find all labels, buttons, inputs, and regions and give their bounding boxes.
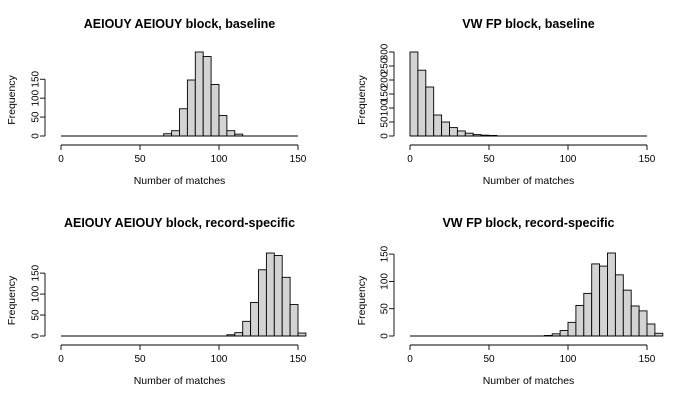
panel-3-x-tick-label: 100 bbox=[211, 354, 228, 365]
panel-2-bar bbox=[409, 51, 419, 137]
panel-2-y-tick-label: 200 bbox=[380, 71, 391, 88]
panel-1-y-label: Frequency bbox=[6, 74, 18, 124]
panel-1-bar bbox=[210, 84, 220, 137]
panel-2-bar bbox=[433, 114, 443, 137]
panel-1-x-tick-label: 50 bbox=[134, 154, 146, 165]
panel-4-y-tick-label: 150 bbox=[380, 245, 391, 262]
panel-1-bar bbox=[186, 79, 196, 137]
panel-4-bar bbox=[646, 323, 656, 337]
panel-3-bar bbox=[258, 269, 267, 337]
panel-4-bar bbox=[599, 265, 608, 337]
panel-2-y-tick-label: 100 bbox=[380, 99, 391, 116]
panel-2-y-tick-label: 150 bbox=[380, 85, 391, 102]
panel-2-x-label: Number of matches bbox=[483, 175, 575, 187]
panel-1-x-tick-label: 150 bbox=[290, 154, 307, 165]
panel-2-x-tick-label: 150 bbox=[639, 154, 656, 165]
panel-4-bar bbox=[630, 305, 640, 337]
panel-1-y-tick-label: 100 bbox=[31, 89, 42, 106]
panel-3-bar bbox=[273, 255, 283, 337]
panel-2-x-tick-label: 100 bbox=[560, 154, 577, 165]
panel-3-y-tick-label: 0 bbox=[31, 333, 42, 339]
panel-3-bar bbox=[281, 276, 291, 337]
panel-3-y-tick-label: 50 bbox=[31, 309, 42, 321]
panel-4-y-tick-label: 0 bbox=[380, 333, 391, 339]
panel-2-x-tick-label: 0 bbox=[407, 154, 413, 165]
panel-4-bar bbox=[591, 263, 601, 337]
panel-1-y-tick-label: 150 bbox=[31, 70, 42, 87]
panel-3-x-tick-label: 0 bbox=[58, 354, 64, 365]
panel-1-x-tick-label: 100 bbox=[211, 154, 228, 165]
panel-4-title: VW FP block, record-specific bbox=[442, 216, 614, 230]
panel-1-bar bbox=[226, 130, 236, 137]
panel-3-x-tick-label: 150 bbox=[290, 354, 307, 365]
panel-3-bar bbox=[242, 320, 252, 337]
panel-1-title: AEIOUY AEIOUY block, baseline bbox=[84, 17, 276, 31]
panel-3-bar bbox=[265, 252, 275, 337]
panel-3-y-tick-label: 150 bbox=[31, 264, 42, 281]
panel-1-bar bbox=[218, 115, 228, 137]
panel-2-y-tick-label: 250 bbox=[380, 57, 391, 74]
panel-4-x-tick-label: 50 bbox=[483, 354, 495, 365]
panel-4-bar bbox=[614, 274, 624, 337]
panel-3-bar bbox=[234, 332, 244, 337]
panel-2-y-tick-label: 50 bbox=[380, 116, 391, 128]
panel-3-title: AEIOUY AEIOUY block, record-specific bbox=[64, 216, 295, 230]
panel-1-y-tick-label: 0 bbox=[31, 133, 42, 139]
panel-4-y-label: Frequency bbox=[356, 275, 368, 325]
panel-4-bar bbox=[583, 292, 593, 337]
panel-2-y-label: Frequency bbox=[356, 74, 368, 124]
panel-2-x-tick-label: 50 bbox=[483, 154, 495, 165]
panel-4-x-tick-label: 150 bbox=[639, 354, 656, 365]
panel-4-y-tick-label: 50 bbox=[380, 303, 391, 315]
panel-1-bar bbox=[194, 51, 204, 137]
panel-3-bar bbox=[250, 302, 259, 337]
panel-1-x-tick-label: 0 bbox=[58, 154, 64, 165]
panel-4-bar bbox=[575, 304, 585, 337]
panel-4-bar bbox=[638, 310, 648, 337]
panel-1-x-label: Number of matches bbox=[134, 175, 226, 187]
panel-4-bar bbox=[559, 330, 569, 337]
panel-3-x-tick-label: 50 bbox=[134, 354, 146, 365]
panel-3-y-tick-label: 100 bbox=[31, 285, 42, 302]
panel-2-bar bbox=[425, 86, 435, 137]
panel-2-y-tick-label: 0 bbox=[380, 133, 391, 139]
panel-3-bar bbox=[289, 304, 299, 337]
panel-4-x-tick-label: 0 bbox=[407, 354, 413, 365]
panel-1-bar bbox=[171, 130, 180, 137]
panel-4-bar bbox=[567, 321, 577, 337]
panel-4-x-tick-label: 100 bbox=[560, 354, 577, 365]
panel-2-bar bbox=[417, 69, 427, 137]
panel-4-x-label: Number of matches bbox=[483, 375, 575, 387]
panel-4-bar bbox=[622, 289, 632, 337]
panel-3-x-label: Number of matches bbox=[134, 375, 226, 387]
panel-2-bar bbox=[449, 127, 458, 137]
panel-2-bar bbox=[441, 121, 450, 137]
panel-4-y-tick-label: 100 bbox=[380, 273, 391, 290]
panel-2-title: VW FP block, baseline bbox=[462, 17, 594, 31]
panel-4-bar bbox=[607, 252, 616, 337]
panel-1-bar bbox=[179, 108, 188, 137]
panel-1-bar bbox=[202, 56, 212, 137]
panel-1-y-tick-label: 50 bbox=[31, 111, 42, 123]
panel-2-y-tick-label: 300 bbox=[380, 43, 391, 60]
panel-2-bar bbox=[456, 130, 466, 137]
panel-3-y-label: Frequency bbox=[6, 275, 18, 325]
